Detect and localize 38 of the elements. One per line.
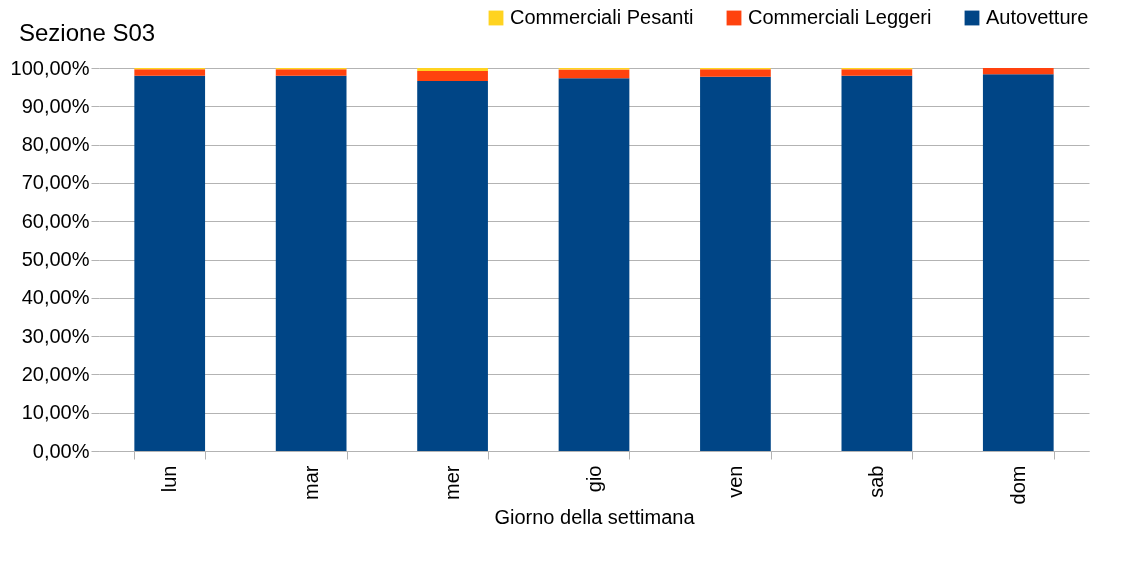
bar: [700, 69, 771, 77]
y-tick-label: 50,00%: [21, 248, 90, 270]
bar: [275, 75, 347, 451]
x-tick-label: ven: [723, 465, 746, 498]
x-axis-title: Giorno della settimana: [494, 506, 696, 529]
x-tick-label: lun: [158, 465, 181, 493]
bar: [841, 69, 913, 76]
bar: [417, 71, 488, 82]
chart-title: Sezione S03: [19, 19, 156, 46]
y-tick-label: 40,00%: [21, 286, 90, 309]
legend-label: Commerciali Pesanti: [510, 6, 694, 28]
x-tick-label: mar: [299, 465, 322, 500]
bar: [982, 68, 1054, 75]
x-tick-label: sab: [865, 465, 888, 498]
y-tick-label: 80,00%: [21, 133, 90, 156]
legend-label: Commerciali Leggeri: [748, 6, 932, 28]
bar: [982, 74, 1054, 451]
bar: [275, 69, 347, 76]
y-tick-label: 0,00%: [32, 439, 90, 462]
bar: [558, 69, 630, 79]
y-tick-label: 60,00%: [21, 209, 90, 232]
bar: [417, 81, 488, 451]
legend-label: Autovetture: [986, 6, 1089, 28]
bar: [134, 75, 206, 451]
y-tick-label: 100,00%: [10, 56, 90, 79]
bar: [841, 75, 913, 451]
bar: [700, 76, 771, 451]
y-tick-label: 10,00%: [21, 401, 90, 424]
bar: [134, 69, 206, 76]
y-tick-label: 90,00%: [21, 94, 90, 117]
bar: [558, 78, 630, 451]
x-tick-label: mer: [441, 465, 464, 500]
x-tick-label: dom: [1006, 465, 1029, 505]
y-tick-label: 70,00%: [21, 171, 90, 194]
x-tick-label: gio: [582, 465, 605, 493]
y-tick-label: 20,00%: [21, 362, 90, 385]
bar: [417, 68, 488, 72]
y-tick-label: 30,00%: [21, 324, 90, 347]
